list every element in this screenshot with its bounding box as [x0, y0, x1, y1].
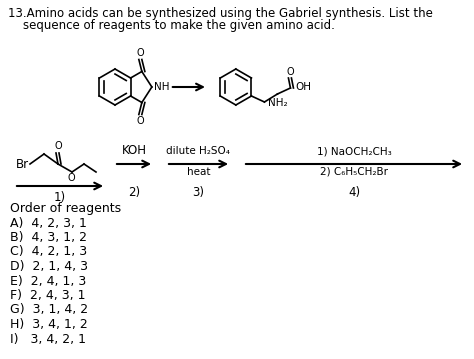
Text: O: O — [67, 173, 75, 183]
Text: heat: heat — [187, 167, 210, 177]
Text: dilute H₂SO₄: dilute H₂SO₄ — [166, 146, 230, 156]
Text: H)  3, 4, 1, 2: H) 3, 4, 1, 2 — [10, 318, 88, 331]
Text: NH: NH — [154, 82, 169, 92]
Text: O: O — [137, 116, 144, 126]
Text: 2) C₆H₅CH₂Br: 2) C₆H₅CH₂Br — [320, 167, 388, 177]
Text: C)  4, 2, 1, 3: C) 4, 2, 1, 3 — [10, 246, 87, 258]
Text: G)  3, 1, 4, 2: G) 3, 1, 4, 2 — [10, 303, 88, 317]
Text: Br: Br — [16, 158, 29, 171]
Text: O: O — [137, 48, 144, 59]
Text: D)  2, 1, 4, 3: D) 2, 1, 4, 3 — [10, 260, 88, 273]
Text: Order of reagents: Order of reagents — [10, 202, 121, 215]
Text: sequence of reagents to make the given amino acid.: sequence of reagents to make the given a… — [8, 19, 335, 32]
Text: KOH: KOH — [121, 144, 146, 157]
Text: OH: OH — [295, 82, 311, 92]
Text: 4): 4) — [348, 186, 360, 199]
Text: B)  4, 3, 1, 2: B) 4, 3, 1, 2 — [10, 231, 87, 244]
Text: E)  2, 4, 1, 3: E) 2, 4, 1, 3 — [10, 275, 86, 288]
Text: I)   3, 4, 2, 1: I) 3, 4, 2, 1 — [10, 332, 86, 345]
Text: 3): 3) — [192, 186, 204, 199]
Text: 1): 1) — [54, 191, 66, 204]
Text: NH₂: NH₂ — [268, 98, 287, 108]
Text: 2): 2) — [128, 186, 140, 199]
Text: A)  4, 2, 3, 1: A) 4, 2, 3, 1 — [10, 216, 87, 229]
Text: O: O — [287, 67, 294, 77]
Text: F)  2, 4, 3, 1: F) 2, 4, 3, 1 — [10, 289, 85, 302]
Text: O: O — [54, 141, 62, 151]
Text: 13.Amino acids can be synthesized using the Gabriel synthesis. List the: 13.Amino acids can be synthesized using … — [8, 7, 433, 20]
Text: 1) NaOCH₂CH₃: 1) NaOCH₂CH₃ — [317, 146, 392, 156]
